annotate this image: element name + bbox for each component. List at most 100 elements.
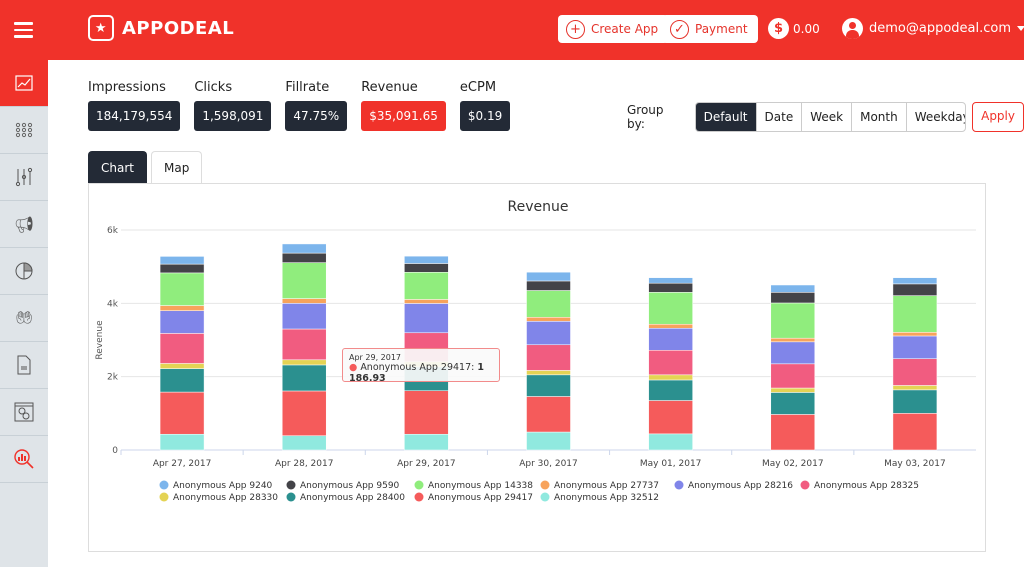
legend-item[interactable]: Anonymous App 28400 bbox=[300, 493, 405, 503]
bar-segment[interactable] bbox=[281, 252, 327, 263]
bar-segment[interactable] bbox=[892, 283, 938, 296]
bar-segment[interactable] bbox=[159, 363, 205, 369]
bar-segment[interactable] bbox=[770, 292, 816, 304]
legend-marker[interactable] bbox=[414, 480, 424, 490]
bar-segment[interactable] bbox=[159, 391, 205, 435]
bar-segment[interactable] bbox=[648, 282, 693, 293]
bar-segment[interactable] bbox=[526, 370, 571, 376]
group-by-default[interactable]: Default bbox=[695, 103, 756, 131]
legend-marker[interactable] bbox=[414, 492, 424, 502]
legend-item[interactable]: Anonymous App 28325 bbox=[814, 481, 919, 491]
tab-chart[interactable]: Chart bbox=[88, 151, 147, 183]
bar-segment[interactable] bbox=[648, 400, 693, 435]
legend-item[interactable]: Anonymous App 27737 bbox=[554, 481, 659, 491]
bar-segment[interactable] bbox=[281, 359, 327, 366]
bar-segment[interactable] bbox=[648, 374, 693, 381]
bar-segment[interactable] bbox=[526, 321, 571, 346]
bar-segment[interactable] bbox=[892, 295, 938, 333]
bar-segment[interactable] bbox=[648, 379, 693, 401]
bar-segment[interactable] bbox=[159, 256, 205, 265]
group-by-date[interactable]: Date bbox=[755, 103, 802, 131]
bar-segment[interactable] bbox=[526, 280, 571, 291]
legend-item[interactable]: Anonymous App 29417 bbox=[428, 493, 533, 503]
bar-segment[interactable] bbox=[770, 387, 816, 393]
legend-item[interactable]: Anonymous App 28216 bbox=[688, 481, 793, 491]
bar-segment[interactable] bbox=[281, 298, 327, 304]
sidebar-item-promotion[interactable]: 📢︎ bbox=[0, 201, 48, 248]
bar-segment[interactable] bbox=[526, 317, 571, 322]
bar-segment[interactable] bbox=[281, 328, 327, 361]
legend-item[interactable]: Anonymous App 14338 bbox=[428, 481, 533, 491]
bar-segment[interactable] bbox=[526, 396, 571, 433]
sidebar-item-mediation[interactable] bbox=[0, 154, 48, 201]
legend-item[interactable]: Anonymous App 28330 bbox=[173, 493, 278, 503]
menu-icon[interactable] bbox=[14, 22, 33, 38]
legend-marker[interactable] bbox=[159, 492, 169, 502]
legend-marker[interactable] bbox=[800, 480, 810, 490]
bar-segment[interactable] bbox=[526, 271, 571, 282]
bar-segment[interactable] bbox=[648, 433, 693, 451]
bar-segment[interactable] bbox=[770, 341, 816, 365]
bar-segment[interactable] bbox=[892, 358, 938, 386]
bar-segment[interactable] bbox=[404, 255, 449, 264]
bar-segment[interactable] bbox=[892, 332, 938, 337]
bar-segment[interactable] bbox=[892, 277, 938, 285]
bar-segment[interactable] bbox=[770, 337, 816, 343]
bar-segment[interactable] bbox=[526, 290, 571, 318]
bar-segment[interactable] bbox=[281, 364, 327, 392]
legend-item[interactable]: Anonymous App 32512 bbox=[554, 493, 659, 503]
bar-segment[interactable] bbox=[892, 413, 938, 451]
bar-segment[interactable] bbox=[281, 390, 327, 436]
user-menu[interactable]: demo@appodeal.com bbox=[842, 18, 1024, 39]
bar-segment[interactable] bbox=[404, 263, 449, 273]
legend-marker[interactable] bbox=[540, 492, 550, 502]
bar-segment[interactable] bbox=[892, 385, 938, 391]
bar-segment[interactable] bbox=[404, 299, 449, 304]
bar-segment[interactable] bbox=[770, 392, 816, 415]
bar-segment[interactable] bbox=[770, 284, 816, 293]
bar-segment[interactable] bbox=[526, 431, 571, 451]
bar-segment[interactable] bbox=[159, 333, 205, 364]
logo[interactable]: ★ APPODEAL bbox=[88, 15, 234, 41]
bar-segment[interactable] bbox=[892, 389, 938, 414]
group-by-weekday[interactable]: Weekday bbox=[905, 103, 965, 131]
sidebar-item-statistics[interactable] bbox=[0, 60, 48, 107]
sidebar-item-apps[interactable] bbox=[0, 107, 48, 154]
sidebar-item-analytics[interactable] bbox=[0, 436, 48, 483]
sidebar-item-reports[interactable] bbox=[0, 248, 48, 295]
legend-marker[interactable] bbox=[159, 480, 169, 490]
legend-marker[interactable] bbox=[286, 480, 296, 490]
legend-marker[interactable] bbox=[540, 480, 550, 490]
bar-segment[interactable] bbox=[159, 368, 205, 393]
bar-segment[interactable] bbox=[526, 344, 571, 371]
bar-segment[interactable] bbox=[648, 292, 693, 325]
bar-segment[interactable] bbox=[159, 272, 205, 306]
sidebar-item-payments[interactable]: 🤲︎ bbox=[0, 295, 48, 342]
group-by-week[interactable]: Week bbox=[801, 103, 851, 131]
sidebar-item-settings[interactable] bbox=[0, 389, 48, 436]
bar-segment[interactable] bbox=[159, 310, 205, 334]
payment-button[interactable]: ✓ Payment bbox=[662, 15, 758, 43]
bar-segment[interactable] bbox=[892, 335, 938, 359]
legend-marker[interactable] bbox=[674, 480, 684, 490]
legend-item[interactable]: Anonymous App 9590 bbox=[300, 481, 400, 491]
create-app-button[interactable]: + Create App bbox=[558, 15, 669, 43]
bar-segment[interactable] bbox=[404, 272, 449, 300]
legend-item[interactable]: Anonymous App 9240 bbox=[173, 481, 273, 491]
bar-segment[interactable] bbox=[648, 350, 693, 376]
bar-segment[interactable] bbox=[159, 263, 205, 274]
bar-segment[interactable] bbox=[159, 433, 205, 451]
tab-map[interactable]: Map bbox=[150, 151, 203, 183]
sidebar-item-documents[interactable] bbox=[0, 342, 48, 389]
bar-segment[interactable] bbox=[281, 303, 327, 330]
bar-segment[interactable] bbox=[648, 323, 693, 329]
bar-segment[interactable] bbox=[281, 435, 327, 451]
bar-segment[interactable] bbox=[404, 303, 449, 334]
bar-segment[interactable] bbox=[648, 328, 693, 351]
bar-segment[interactable] bbox=[404, 390, 449, 435]
bar-segment[interactable] bbox=[770, 414, 816, 451]
bar-segment[interactable] bbox=[770, 302, 816, 339]
legend-marker[interactable] bbox=[286, 492, 296, 502]
bar-segment[interactable] bbox=[281, 262, 327, 299]
group-by-month[interactable]: Month bbox=[851, 103, 906, 131]
